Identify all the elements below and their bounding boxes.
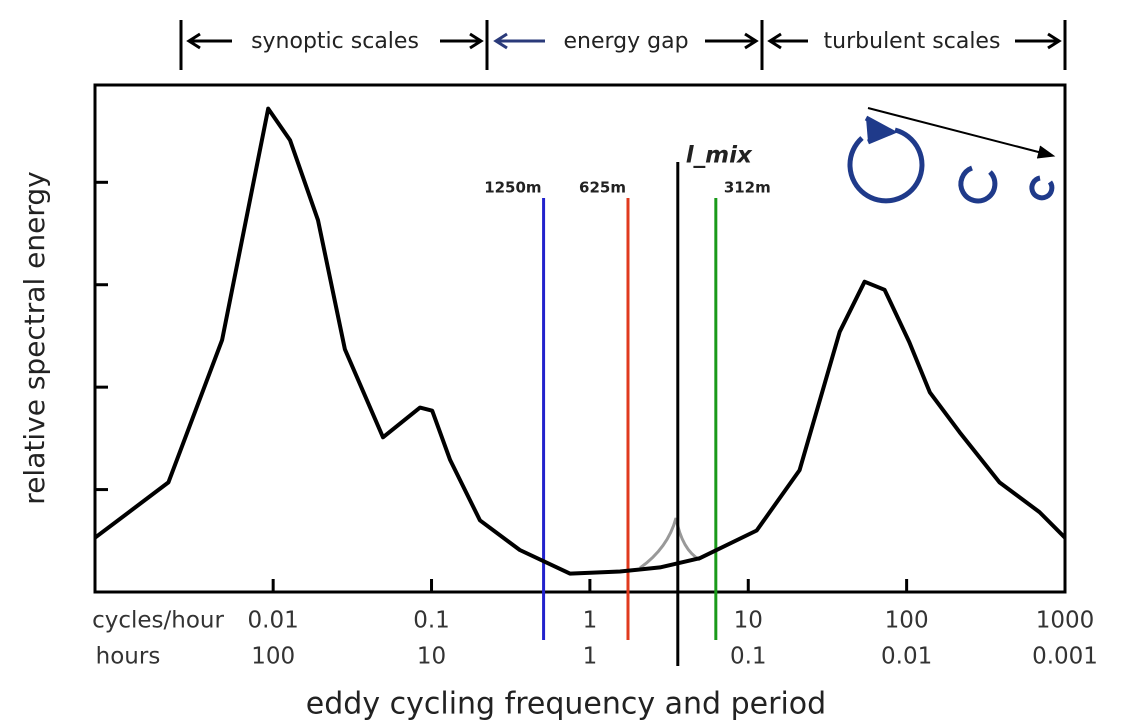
period-tick-label: 0.01 bbox=[881, 644, 932, 670]
marker-label: l_mix bbox=[686, 143, 753, 169]
x-tick-label: 10 bbox=[734, 608, 763, 634]
eddy-icon bbox=[847, 107, 1056, 204]
marker-label: 1250m bbox=[484, 179, 541, 197]
y-axis-label: relative spectral energy bbox=[18, 171, 51, 504]
period-tick-label: 100 bbox=[251, 644, 295, 670]
x-tick-label: 1 bbox=[583, 608, 598, 634]
period-tick-label: 10 bbox=[417, 644, 446, 670]
plot-frame bbox=[93, 83, 1067, 594]
period-tick-label: 1 bbox=[583, 644, 598, 670]
spectrum-line bbox=[93, 106, 1067, 576]
region-brackets bbox=[179, 20, 1067, 70]
region-label: energy gap bbox=[563, 29, 688, 54]
period-tick-label: 0.1 bbox=[730, 644, 767, 670]
x-tick-label: 0.01 bbox=[248, 608, 299, 634]
x-tick-label: 100 bbox=[885, 608, 929, 634]
cusp bbox=[639, 517, 701, 570]
x-tick-label: 0.1 bbox=[413, 608, 450, 634]
row-label: cycles/hour bbox=[92, 608, 224, 634]
region-label: turbulent scales bbox=[824, 29, 1001, 54]
marker-label: 312m bbox=[724, 179, 771, 197]
marker-label: 625m bbox=[579, 179, 626, 197]
region-label: synoptic scales bbox=[251, 29, 419, 54]
period-tick-label: 0.001 bbox=[1032, 644, 1098, 670]
x-tick-label: 1000 bbox=[1036, 608, 1095, 634]
x-axis-label: eddy cycling frequency and period bbox=[306, 687, 826, 722]
row-label: hours bbox=[96, 644, 161, 670]
